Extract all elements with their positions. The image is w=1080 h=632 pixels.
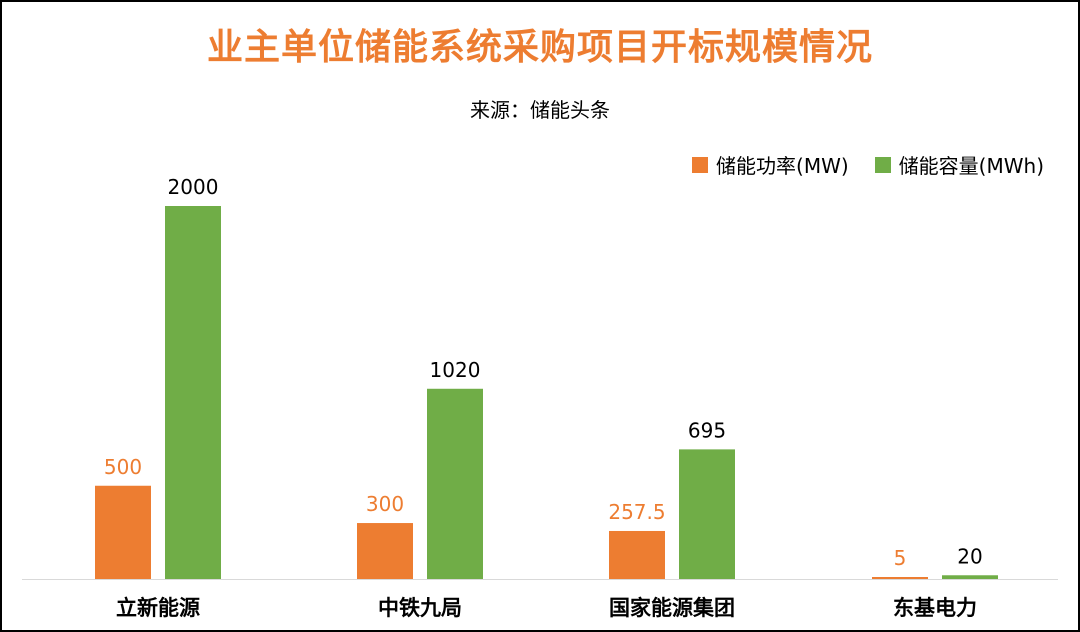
data-label-capacity-2: 695: [688, 418, 726, 442]
chart-subtitle: 来源：储能头条: [470, 98, 610, 122]
data-label-power-0: 500: [104, 455, 142, 479]
data-label-power-2: 257.5: [608, 500, 665, 524]
data-label-capacity-1: 1020: [430, 358, 481, 382]
bar-capacity-3: [942, 575, 998, 579]
data-label-capacity-3: 20: [957, 544, 982, 568]
bar-capacity-1: [427, 388, 483, 579]
legend-item-power: 储能功率(MW): [692, 150, 849, 179]
legend-label-power: 储能功率(MW): [716, 154, 849, 178]
chart-legend: 储能功率(MW) 储能容量(MWh): [692, 150, 1044, 179]
legend-swatch-capacity: [874, 156, 891, 173]
bar-power-3: [872, 577, 928, 579]
legend-swatch-power: [692, 156, 709, 173]
data-label-power-3: 5: [894, 546, 907, 570]
bar-power-1: [357, 523, 413, 579]
x-tick-label-0: 立新能源: [116, 596, 200, 620]
chart-title: 业主单位储能系统采购项目开标规模情况: [206, 27, 873, 68]
data-label-capacity-0: 2000: [168, 175, 219, 199]
bar-power-2: [609, 530, 665, 579]
x-tick-label-1: 中铁九局: [378, 596, 462, 620]
bar-capacity-0: [165, 206, 221, 579]
x-tick-label-2: 国家能源集团: [609, 596, 735, 620]
legend-item-capacity: 储能容量(MWh): [874, 150, 1044, 179]
data-label-power-1: 300: [366, 492, 404, 516]
bar-power-0: [95, 485, 151, 579]
x-tick-label-3: 东基电力: [893, 596, 977, 620]
bar-capacity-2: [679, 449, 735, 579]
legend-label-capacity: 储能容量(MWh): [898, 154, 1044, 178]
